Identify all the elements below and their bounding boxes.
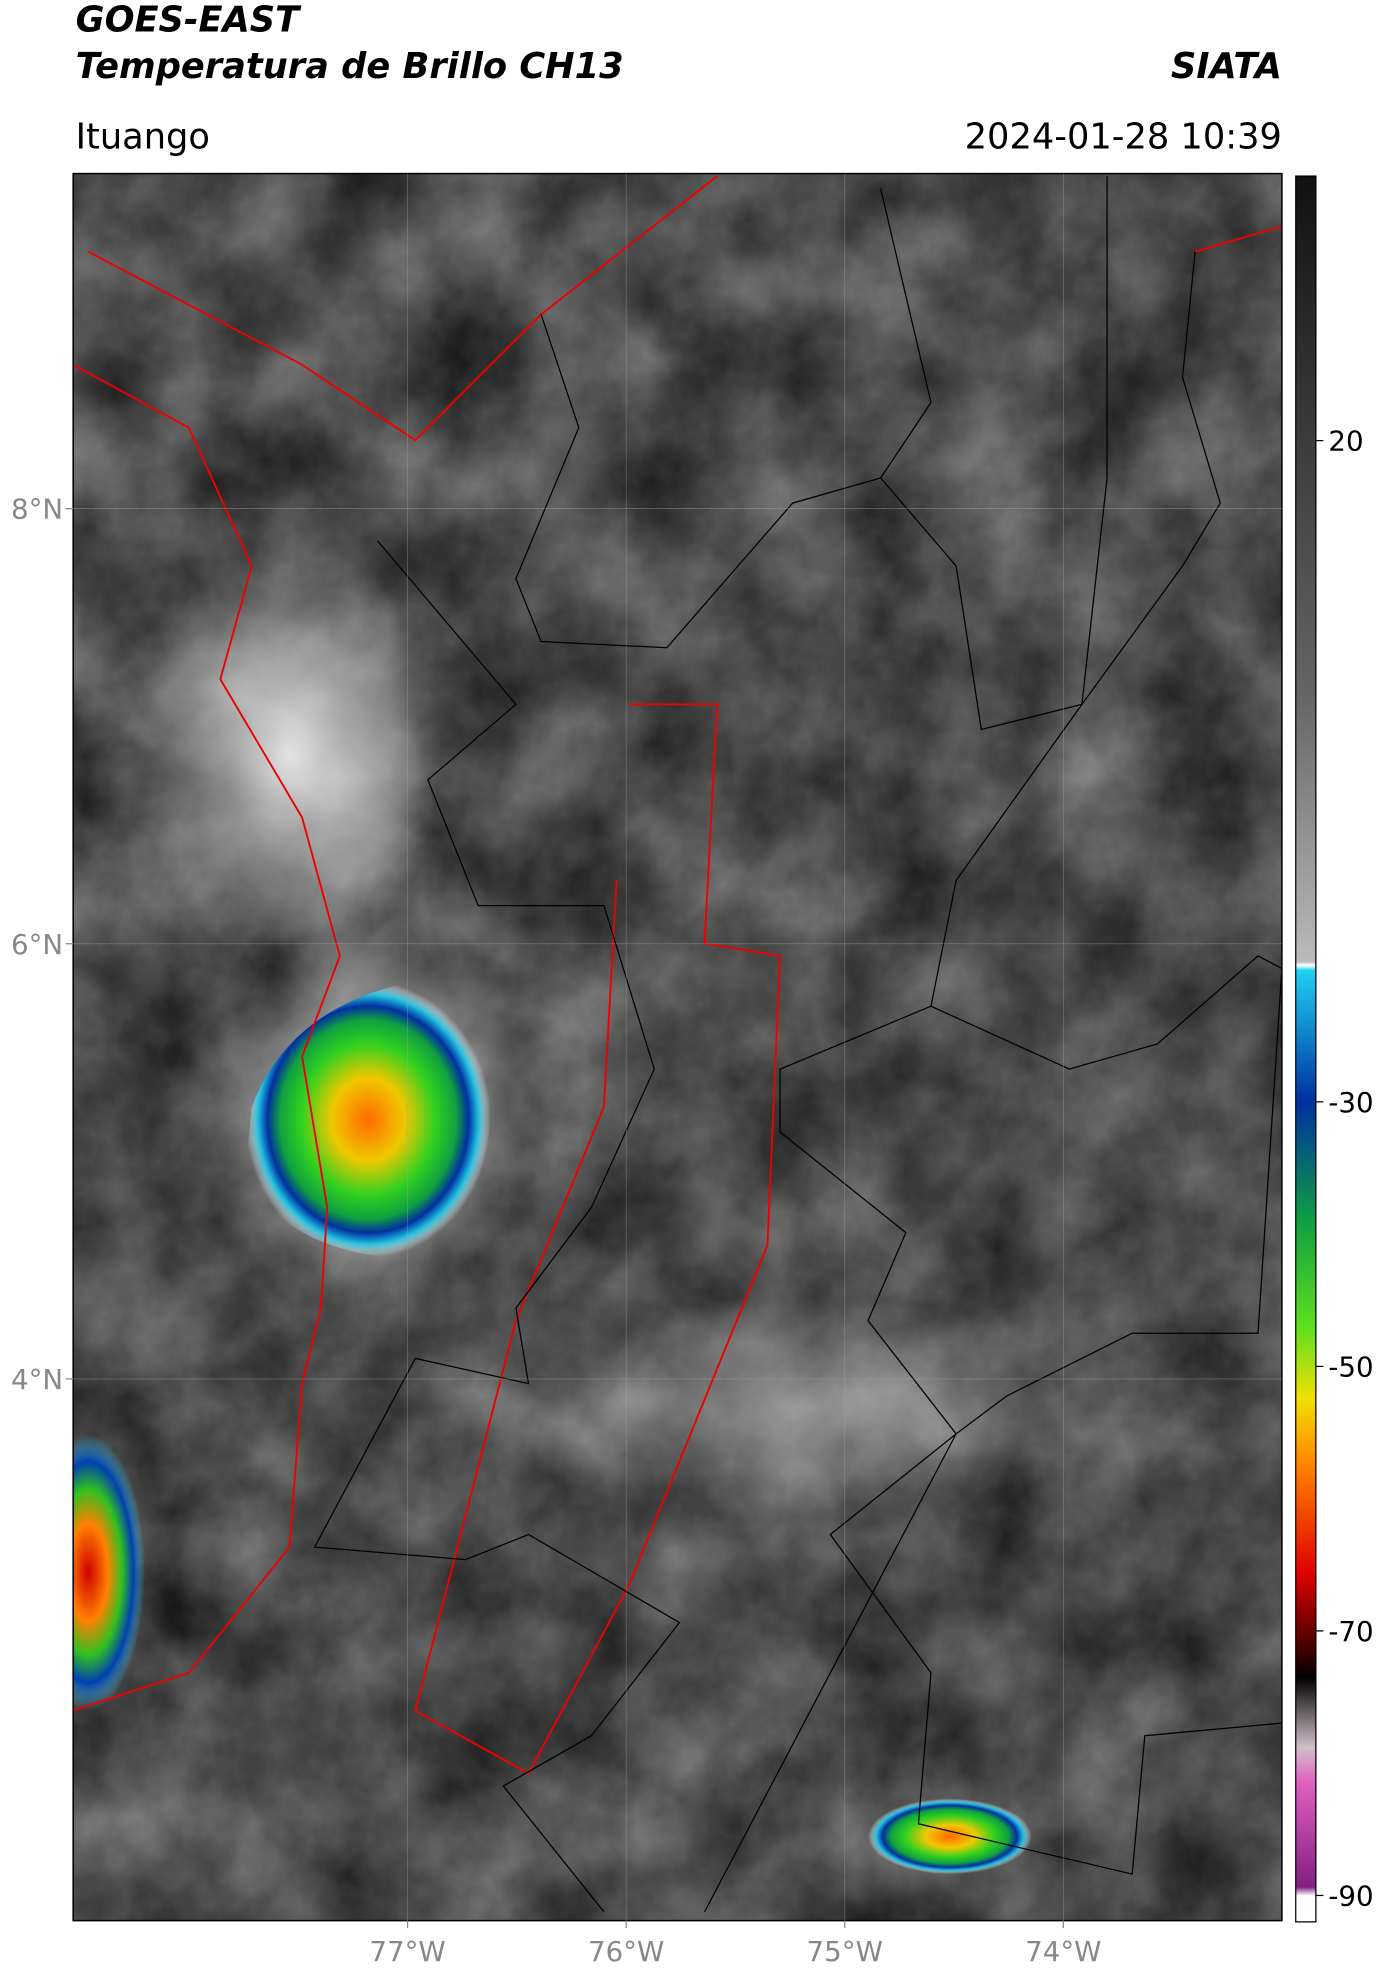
y-tick-label: 8°N bbox=[11, 493, 63, 526]
map-frame bbox=[72, 172, 1283, 1922]
colorbar-tick-label: -90 bbox=[1328, 1879, 1373, 1912]
org: SIATA bbox=[1171, 46, 1282, 87]
source: GOES-EAST bbox=[76, 0, 302, 40]
x-tick-label: 74°W bbox=[1025, 1935, 1101, 1968]
x-tick-label: 76°W bbox=[588, 1935, 664, 1968]
x-tick-label: 77°W bbox=[369, 1935, 445, 1968]
colorbar-tick-label: 20 bbox=[1328, 425, 1363, 458]
map-image bbox=[73, 173, 1282, 1921]
location: Ituango bbox=[76, 116, 210, 157]
datetime: 2024-01-28 10:39 bbox=[965, 116, 1282, 157]
y-tick-label: 4°N bbox=[11, 1363, 63, 1396]
y-tick-label: 6°N bbox=[11, 928, 63, 961]
colorbar bbox=[1295, 175, 1317, 1923]
colorbar-tick-label: -70 bbox=[1328, 1615, 1373, 1648]
product: Temperatura de Brillo CH13 bbox=[76, 46, 624, 87]
x-tick-label: 75°W bbox=[807, 1935, 883, 1968]
colorbar-tick-label: -30 bbox=[1328, 1086, 1373, 1119]
colorbar-tick-label: -50 bbox=[1328, 1350, 1373, 1383]
